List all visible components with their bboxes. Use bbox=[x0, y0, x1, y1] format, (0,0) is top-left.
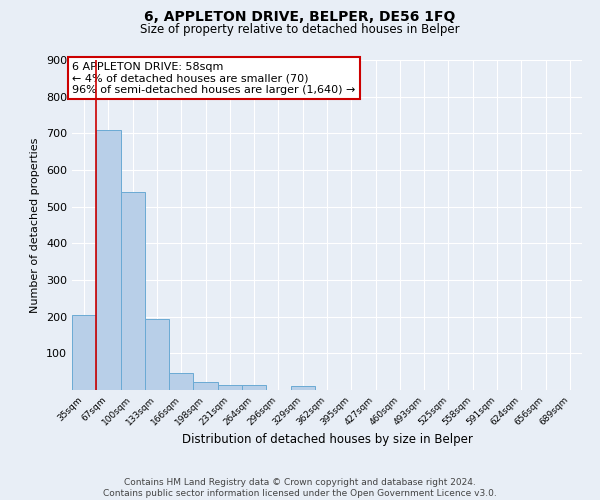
Text: Contains HM Land Registry data © Crown copyright and database right 2024.
Contai: Contains HM Land Registry data © Crown c… bbox=[103, 478, 497, 498]
Bar bbox=[169, 373, 193, 390]
Text: Size of property relative to detached houses in Belper: Size of property relative to detached ho… bbox=[140, 22, 460, 36]
Bar bbox=[193, 382, 218, 390]
Y-axis label: Number of detached properties: Number of detached properties bbox=[31, 138, 40, 312]
X-axis label: Distribution of detached houses by size in Belper: Distribution of detached houses by size … bbox=[182, 432, 472, 446]
Text: 6 APPLETON DRIVE: 58sqm
← 4% of detached houses are smaller (70)
96% of semi-det: 6 APPLETON DRIVE: 58sqm ← 4% of detached… bbox=[73, 62, 356, 95]
Bar bbox=[242, 385, 266, 390]
Bar bbox=[72, 315, 96, 390]
Bar bbox=[96, 130, 121, 390]
Bar bbox=[218, 384, 242, 390]
Bar bbox=[145, 318, 169, 390]
Bar bbox=[290, 386, 315, 390]
Text: 6, APPLETON DRIVE, BELPER, DE56 1FQ: 6, APPLETON DRIVE, BELPER, DE56 1FQ bbox=[145, 10, 455, 24]
Bar bbox=[121, 192, 145, 390]
